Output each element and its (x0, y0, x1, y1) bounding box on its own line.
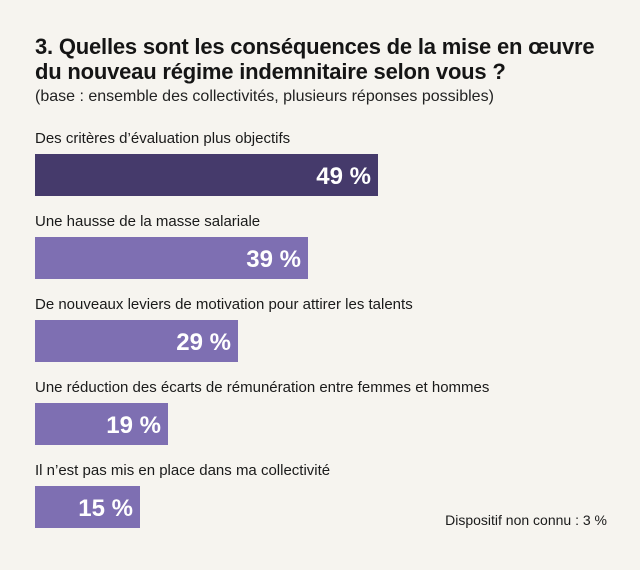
value-label-2: 39 % (246, 246, 301, 273)
bar-5 (35, 486, 140, 528)
bar-4 (35, 403, 168, 445)
category-label-2: Une hausse de la masse salariale (35, 213, 260, 230)
bar-1 (35, 154, 378, 196)
chart-title-line-2: du nouveau régime indemnitaire selon vou… (35, 59, 506, 84)
value-label-3: 29 % (176, 329, 231, 356)
category-label-1: Des critères d’évaluation plus objectifs (35, 130, 290, 147)
chart-subtitle: (base : ensemble des collectivités, plus… (35, 88, 494, 105)
value-label-4: 19 % (106, 412, 161, 439)
chart-title: 3. Quelles sont les conséquences de la m… (35, 34, 625, 84)
bar-2 (35, 237, 308, 279)
category-label-3: De nouveaux leviers de motivation pour a… (35, 296, 413, 313)
chart-title-line-1: 3. Quelles sont les conséquences de la m… (35, 34, 595, 59)
category-label-4: Une réduction des écarts de rémunération… (35, 379, 489, 396)
value-label-1: 49 % (316, 163, 371, 190)
category-label-5: Il n’est pas mis en place dans ma collec… (35, 462, 330, 479)
footnote-dispositif-non-connu: Dispositif non connu : 3 % (445, 512, 607, 528)
bar-3 (35, 320, 238, 362)
value-label-5: 15 % (78, 495, 133, 522)
